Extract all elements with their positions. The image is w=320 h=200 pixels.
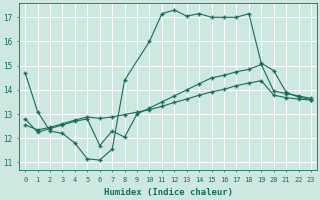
X-axis label: Humidex (Indice chaleur): Humidex (Indice chaleur) (104, 188, 233, 197)
